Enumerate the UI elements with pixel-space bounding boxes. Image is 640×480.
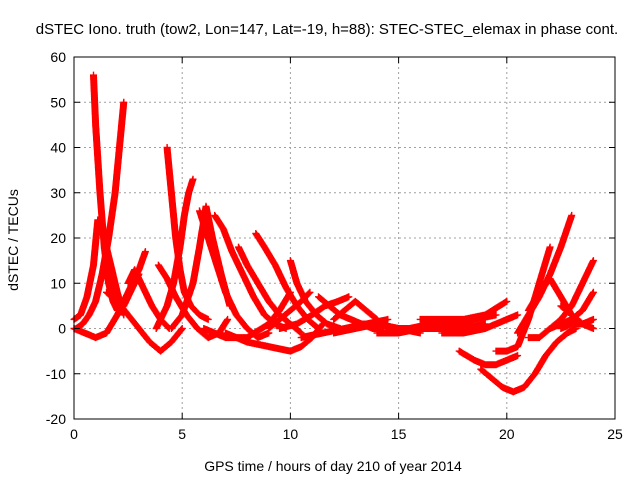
series-markers xyxy=(330,297,381,323)
y-tick-label: -20 xyxy=(46,411,66,427)
series-s22 xyxy=(330,297,381,323)
y-tick-label: 50 xyxy=(50,94,66,110)
grid xyxy=(74,57,615,419)
y-tick-label: 30 xyxy=(50,185,66,201)
x-tick-label: 10 xyxy=(283,426,299,442)
series-s37 xyxy=(557,315,597,332)
series-s08 xyxy=(152,175,197,332)
series-markers xyxy=(152,175,197,332)
series-markers xyxy=(455,347,522,369)
y-tick-label: 40 xyxy=(50,140,66,156)
x-axis-label: GPS time / hours of day 210 of year 2014 xyxy=(204,458,462,474)
series-markers xyxy=(405,311,500,332)
series-s18 xyxy=(265,288,314,332)
chart-title: dSTEC Iono. truth (tow2, Lon=147, Lat=-1… xyxy=(36,21,618,38)
series-s28 xyxy=(438,311,522,337)
series-markers xyxy=(265,288,314,332)
series-markers xyxy=(124,266,173,332)
series-markers xyxy=(557,315,597,332)
series-markers xyxy=(103,288,186,355)
x-tick-label: 25 xyxy=(607,426,623,442)
x-tick-label: 20 xyxy=(499,426,515,442)
series-s30 xyxy=(477,325,580,396)
series-s27 xyxy=(405,311,500,332)
x-tick-label: 15 xyxy=(391,426,407,442)
series-s06 xyxy=(124,266,173,332)
y-tick-label: 60 xyxy=(50,49,66,65)
y-tick-label: -10 xyxy=(46,366,66,382)
series-s29 xyxy=(455,347,522,369)
series-markers xyxy=(477,325,580,396)
y-tick-label: 20 xyxy=(50,230,66,246)
y-tick-label: 10 xyxy=(50,275,66,291)
series-markers xyxy=(438,311,522,337)
x-tick-label: 5 xyxy=(178,426,186,442)
y-axis-label: dSTEC / TECUs xyxy=(5,189,21,291)
ticks: 0 5 10 15 20 25 -20 -10 0 10 20 30 40 50 60 xyxy=(46,49,623,442)
x-tick-label: 0 xyxy=(70,426,78,442)
y-tick-label: 0 xyxy=(58,321,66,337)
data-layer xyxy=(70,71,597,396)
series-s05 xyxy=(103,288,186,355)
